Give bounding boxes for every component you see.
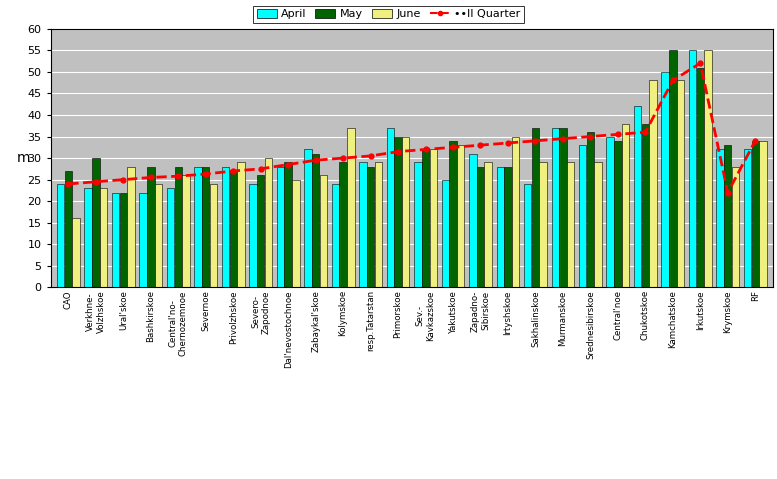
Bar bbox=[72, 218, 80, 287]
Bar bbox=[614, 141, 622, 287]
Bar bbox=[524, 184, 531, 287]
Bar bbox=[183, 175, 190, 287]
Bar bbox=[127, 167, 134, 287]
Bar bbox=[531, 128, 539, 287]
Bar bbox=[395, 137, 402, 287]
Bar bbox=[277, 167, 284, 287]
Bar bbox=[85, 188, 92, 287]
Bar bbox=[457, 145, 465, 287]
Bar bbox=[477, 167, 484, 287]
Bar bbox=[579, 145, 587, 287]
Bar bbox=[175, 167, 182, 287]
Bar bbox=[249, 184, 256, 287]
Bar bbox=[634, 106, 641, 287]
Bar bbox=[744, 149, 751, 287]
Bar bbox=[751, 141, 759, 287]
Bar bbox=[340, 162, 347, 287]
Bar bbox=[469, 154, 476, 287]
Bar bbox=[669, 50, 677, 287]
Bar bbox=[139, 193, 147, 287]
Bar bbox=[661, 72, 669, 287]
Bar bbox=[194, 167, 202, 287]
Bar bbox=[607, 137, 614, 287]
Bar bbox=[57, 184, 64, 287]
Bar bbox=[64, 171, 72, 287]
Bar bbox=[155, 184, 162, 287]
Bar bbox=[567, 162, 574, 287]
Bar bbox=[512, 137, 519, 287]
Bar bbox=[221, 167, 229, 287]
Bar bbox=[724, 145, 731, 287]
Bar bbox=[402, 137, 409, 287]
Bar bbox=[594, 162, 602, 287]
Bar bbox=[716, 149, 724, 287]
Bar bbox=[441, 180, 449, 287]
Bar bbox=[759, 141, 767, 287]
Bar bbox=[697, 68, 704, 287]
Bar bbox=[305, 149, 312, 287]
Bar bbox=[732, 167, 739, 287]
Bar bbox=[622, 124, 629, 287]
Bar bbox=[210, 184, 217, 287]
Bar bbox=[704, 50, 712, 287]
Bar bbox=[504, 167, 512, 287]
Bar bbox=[689, 50, 696, 287]
Bar bbox=[347, 128, 354, 287]
Bar bbox=[167, 188, 174, 287]
Bar bbox=[265, 158, 272, 287]
Bar bbox=[414, 162, 422, 287]
Legend: April, May, June, ••II Quarter: April, May, June, ••II Quarter bbox=[253, 6, 524, 23]
Bar bbox=[319, 175, 327, 287]
Bar bbox=[430, 149, 437, 287]
Bar bbox=[485, 162, 492, 287]
Bar bbox=[552, 128, 559, 287]
Bar bbox=[292, 180, 300, 287]
Bar bbox=[387, 128, 394, 287]
Bar bbox=[257, 175, 264, 287]
Bar bbox=[202, 167, 210, 287]
Bar bbox=[422, 149, 429, 287]
Bar bbox=[497, 167, 504, 287]
Bar bbox=[642, 124, 649, 287]
Bar bbox=[112, 193, 120, 287]
Bar bbox=[539, 162, 547, 287]
Bar bbox=[92, 158, 99, 287]
Bar bbox=[284, 162, 292, 287]
Y-axis label: m: m bbox=[16, 151, 30, 165]
Bar bbox=[147, 167, 155, 287]
Bar bbox=[229, 171, 237, 287]
Bar bbox=[559, 128, 566, 287]
Bar bbox=[237, 162, 245, 287]
Bar bbox=[312, 154, 319, 287]
Bar bbox=[332, 184, 339, 287]
Bar bbox=[650, 80, 657, 287]
Bar bbox=[449, 141, 457, 287]
Bar bbox=[587, 132, 594, 287]
Bar bbox=[677, 80, 685, 287]
Bar bbox=[367, 167, 375, 287]
Bar bbox=[375, 162, 382, 287]
Bar bbox=[359, 162, 367, 287]
Bar bbox=[99, 188, 107, 287]
Bar bbox=[120, 193, 127, 287]
